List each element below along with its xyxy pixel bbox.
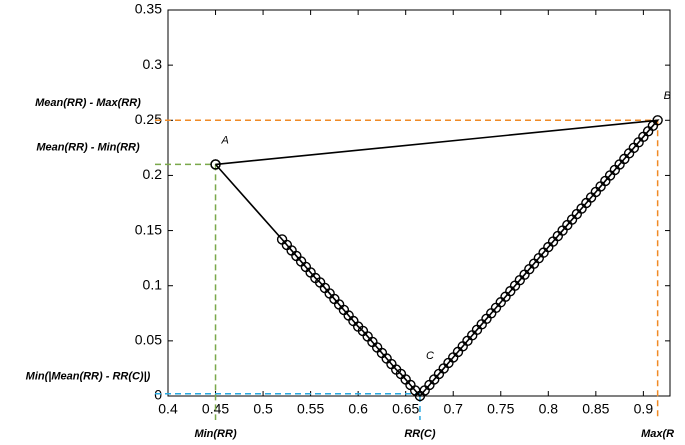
x-tick-label: 0.85 <box>582 401 609 417</box>
point <box>210 159 221 170</box>
x-tick-label: 0.65 <box>392 401 419 417</box>
point-label: A <box>221 134 229 146</box>
y-tick-label: 0.1 <box>143 276 163 292</box>
guide-label: RR(C) <box>404 428 435 440</box>
guide-label: Min(RR) <box>194 428 236 440</box>
guide-label: Max(R <box>641 428 674 440</box>
y-tick-label: 0.05 <box>135 332 162 348</box>
y-tick-label: 0.15 <box>135 221 162 237</box>
plot-area <box>167 9 671 397</box>
x-tick-label: 0.7 <box>443 401 463 417</box>
guide-label: Mean(RR) - Max(RR) <box>35 97 141 109</box>
point <box>652 115 663 126</box>
y-tick-label: 0.2 <box>143 166 163 182</box>
y-tick-label: 0.3 <box>143 56 163 72</box>
x-tick-label: 0.5 <box>253 401 273 417</box>
x-tick-label: 0.55 <box>297 401 324 417</box>
x-tick-label: 0.75 <box>487 401 514 417</box>
point-label: C <box>426 350 434 362</box>
x-tick-label: 0.9 <box>634 401 654 417</box>
x-tick-label: 0.6 <box>348 401 368 417</box>
guide-label: Min(|Mean(RR) - RR(C)|) <box>26 371 151 383</box>
guide-label: Mean(RR) - Min(RR) <box>36 141 140 153</box>
y-tick-label: 0 <box>154 387 162 403</box>
point-label: B <box>664 90 671 102</box>
x-tick-label: 0.4 <box>158 401 178 417</box>
y-tick-label: 0.25 <box>135 111 162 127</box>
y-tick-label: 0.35 <box>135 1 162 17</box>
x-tick-label: 0.8 <box>539 401 559 417</box>
series-line <box>214 119 660 398</box>
